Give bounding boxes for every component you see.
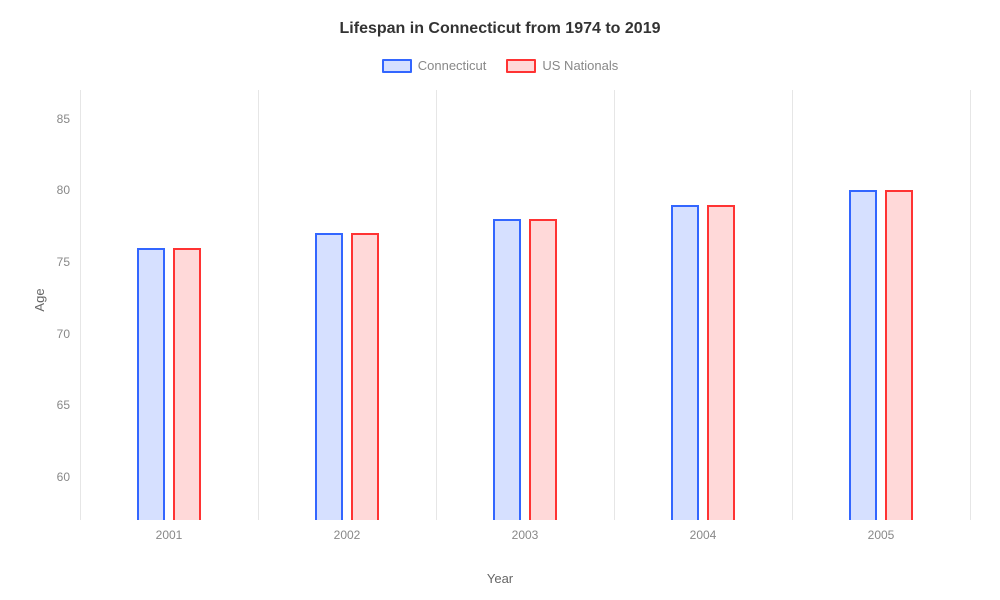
grid-line (258, 90, 259, 520)
legend-item-connecticut: Connecticut (382, 58, 487, 73)
bar (849, 190, 877, 520)
y-tick-label: 85 (57, 112, 70, 126)
x-tick-label: 2002 (334, 528, 361, 542)
y-tick-label: 65 (57, 398, 70, 412)
bar (351, 233, 379, 520)
bar (137, 248, 165, 520)
bar (173, 248, 201, 520)
y-tick-label: 80 (57, 183, 70, 197)
grid-line (436, 90, 437, 520)
legend-swatch-connecticut (382, 59, 412, 73)
x-tick-label: 2005 (868, 528, 895, 542)
legend-label: Connecticut (418, 58, 487, 73)
y-tick-label: 75 (57, 255, 70, 269)
x-tick-label: 2001 (156, 528, 183, 542)
y-tick-label: 70 (57, 327, 70, 341)
grid-line (80, 90, 81, 520)
bar (707, 205, 735, 520)
y-axis-label: Age (32, 288, 47, 311)
grid-line (792, 90, 793, 520)
legend-item-us-nationals: US Nationals (506, 58, 618, 73)
chart-container: Lifespan in Connecticut from 1974 to 201… (0, 0, 1000, 600)
bar (671, 205, 699, 520)
x-tick-label: 2004 (690, 528, 717, 542)
chart-legend: Connecticut US Nationals (0, 58, 1000, 73)
bar (315, 233, 343, 520)
plot-area: 60657075808520012002200320042005 (80, 90, 970, 520)
x-tick-label: 2003 (512, 528, 539, 542)
grid-line (970, 90, 971, 520)
bar (493, 219, 521, 520)
bar (529, 219, 557, 520)
y-tick-label: 60 (57, 470, 70, 484)
legend-label: US Nationals (542, 58, 618, 73)
chart-title: Lifespan in Connecticut from 1974 to 201… (0, 20, 1000, 38)
grid-line (614, 90, 615, 520)
x-axis-label: Year (487, 571, 513, 586)
bar (885, 190, 913, 520)
legend-swatch-us-nationals (506, 59, 536, 73)
